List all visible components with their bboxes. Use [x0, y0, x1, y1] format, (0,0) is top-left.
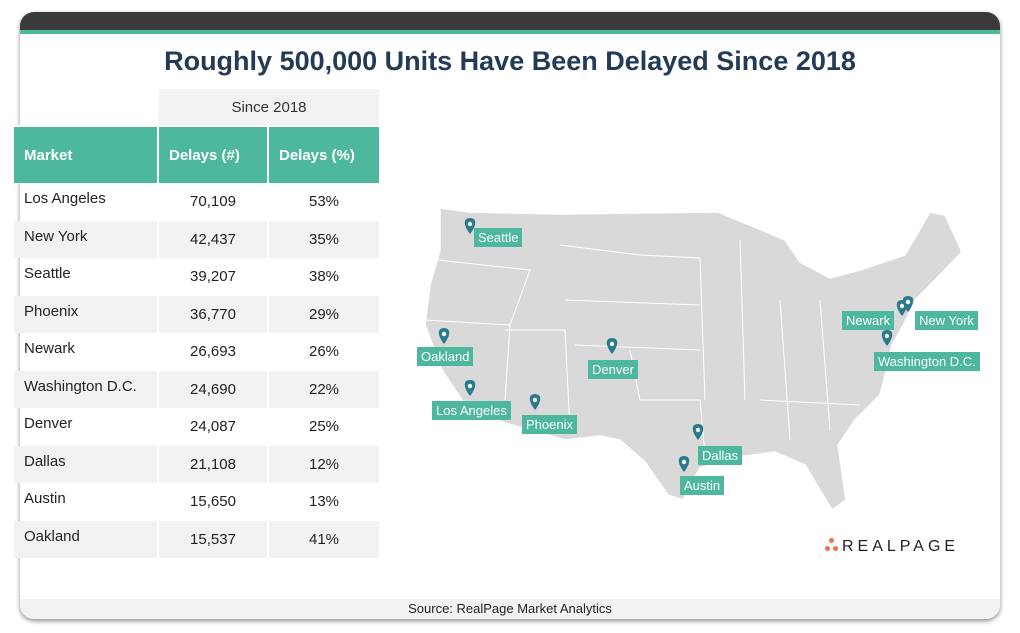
col-market: Market — [14, 125, 157, 183]
delays-pct-cell: 12% — [269, 445, 379, 483]
delays-num-cell: 70,109 — [190, 193, 236, 211]
table-row: Washington D.C. 24,690 22% — [14, 370, 379, 408]
market-cell: Denver — [24, 415, 73, 432]
city-label: Dallas — [698, 446, 743, 465]
delays-num-cell: 15,537 — [159, 520, 267, 558]
top-bar — [20, 12, 1000, 30]
delays-pct-cell: 38% — [308, 268, 340, 286]
market-cell: New York — [14, 220, 157, 258]
delays-pct-cell: 41% — [269, 520, 379, 558]
city-label: Denver — [588, 360, 638, 379]
delays-num-cell: 24,690 — [159, 370, 267, 408]
pin-dot — [905, 299, 911, 305]
market-cell: Seattle — [24, 265, 71, 282]
table-row: Los Angeles 70,109 53% — [14, 183, 379, 221]
pin-dot — [441, 331, 447, 337]
table-row: Phoenix 36,770 29% — [14, 295, 379, 333]
table-row: Oakland 15,537 41% — [14, 520, 379, 558]
group-header: Since 2018 — [159, 89, 379, 125]
pin-dot — [467, 221, 473, 227]
source-footer: Source: RealPage Market Analytics — [20, 599, 1000, 619]
table-row: Newark 26,693 26% — [14, 333, 379, 371]
city-label: Seattle — [474, 228, 523, 247]
market-cell: Dallas — [14, 445, 157, 483]
delays-pct-cell: 25% — [308, 418, 340, 436]
pin-dot — [532, 397, 538, 403]
delays-pct-cell: 53% — [308, 193, 340, 211]
city-label: Austin — [680, 476, 725, 495]
market-cell: Oakland — [14, 520, 157, 558]
table-row: Denver 24,087 25% — [14, 408, 379, 446]
delays-num-cell: 42,437 — [159, 220, 267, 258]
state-borders — [424, 239, 861, 456]
city-label: Los Angeles — [432, 401, 511, 420]
logo-dot — [829, 538, 834, 543]
delays-num-cell: 26,693 — [190, 343, 236, 361]
delays-pct-cell: 29% — [269, 295, 379, 333]
us-landmass — [424, 207, 963, 512]
city-label: Phoenix — [522, 415, 577, 434]
delays-num-cell: 36,770 — [159, 295, 267, 333]
delays-table: Since 2018 Market Delays (#) Delays (%) Lo… — [12, 89, 381, 558]
market-cell: Phoenix — [14, 295, 157, 333]
col-delays-pct: Delays (%) — [269, 125, 379, 183]
table-row: Seattle 39,207 38% — [14, 258, 379, 296]
delays-num-cell: 15,650 — [190, 493, 236, 511]
city-label: Oakland — [417, 347, 474, 366]
delays-pct-cell: 26% — [308, 343, 340, 361]
pin-dot — [467, 383, 473, 389]
pin-dot — [884, 333, 890, 339]
col-delays-num: Delays (#) — [159, 125, 267, 183]
page-title: Roughly 500,000 Units Have Been Delayed … — [164, 46, 856, 76]
market-cell: Washington D.C. — [14, 370, 157, 408]
pin-dot — [609, 341, 615, 347]
market-cell: Austin — [24, 490, 66, 507]
pin-dot — [695, 427, 701, 433]
city-label: Newark — [842, 311, 895, 330]
delays-pct-cell: 22% — [269, 370, 379, 408]
realpage-logo: REALPAGE — [842, 538, 960, 555]
table-row: New York 42,437 35% — [14, 220, 379, 258]
market-cell: Newark — [24, 340, 75, 357]
logo-dot — [833, 546, 838, 551]
market-cell: Los Angeles — [24, 190, 106, 207]
table-row: Austin 15,650 13% — [14, 483, 379, 521]
delays-pct-cell: 13% — [308, 493, 340, 511]
city-label: New York — [915, 311, 978, 330]
delays-num-cell: 21,108 — [159, 445, 267, 483]
accent-stripe — [20, 30, 1000, 34]
delays-pct-cell: 35% — [269, 220, 379, 258]
table-row: Dallas 21,108 12% — [14, 445, 379, 483]
logo-dot — [825, 546, 830, 551]
pin-dot — [681, 459, 687, 465]
city-label: Washington D.C. — [874, 352, 980, 371]
delays-num-cell: 24,087 — [190, 418, 236, 436]
pin-dot — [899, 303, 905, 309]
delays-num-cell: 39,207 — [190, 268, 236, 286]
